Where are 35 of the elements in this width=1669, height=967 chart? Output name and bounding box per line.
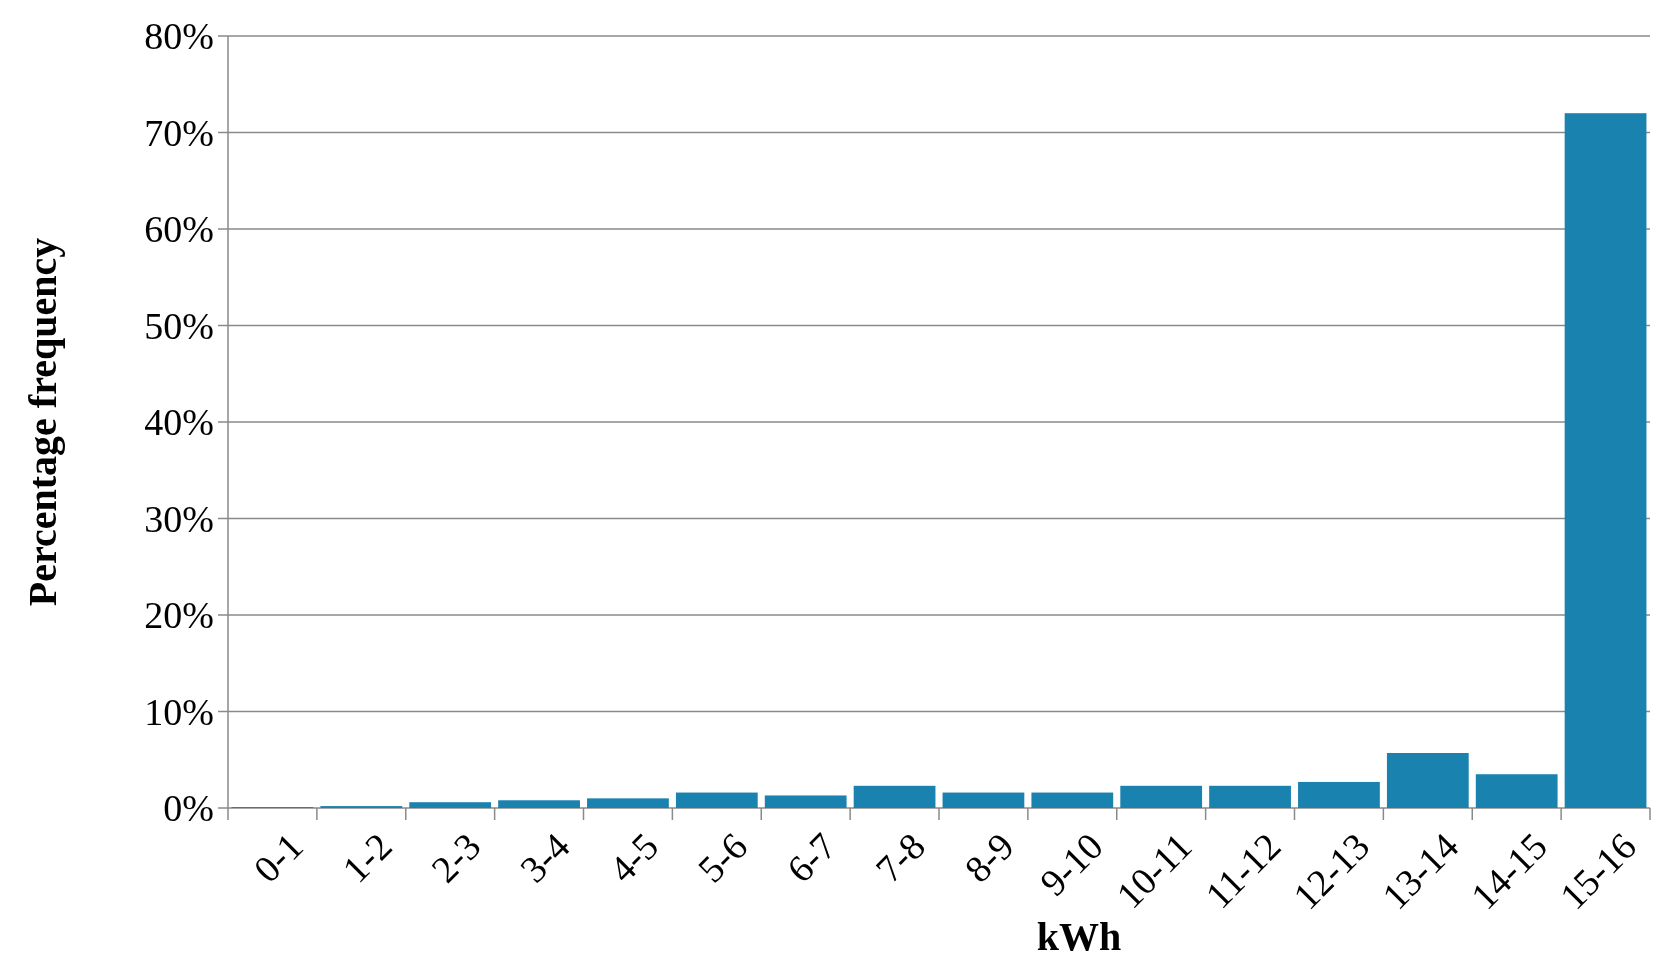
y-tick-label: 80% <box>144 15 214 58</box>
bar <box>1475 774 1558 808</box>
bar <box>1298 781 1380 808</box>
y-axis-title: Percentage frequency <box>20 237 65 607</box>
bar <box>1564 113 1647 808</box>
y-tick-label: 60% <box>144 208 214 251</box>
x-tick-label: 3-4 <box>512 824 578 891</box>
x-tick-label: 4-5 <box>600 824 667 891</box>
bar <box>764 795 847 808</box>
bar <box>587 798 669 808</box>
bar <box>853 785 936 808</box>
y-tick-label: 50% <box>144 304 214 347</box>
x-axis-title: kWh <box>1036 914 1122 959</box>
bar <box>1120 785 1203 808</box>
y-tick-label: 10% <box>144 690 214 733</box>
y-tick-label: 30% <box>144 497 214 540</box>
x-tick-label: 8-9 <box>956 824 1022 891</box>
x-tick-label: 5-6 <box>689 824 756 891</box>
bar <box>1031 792 1114 808</box>
bar <box>675 792 758 808</box>
x-tick-label: 0-1 <box>245 824 311 891</box>
bar <box>1386 753 1469 808</box>
x-tick-label: 9-10 <box>1031 824 1111 904</box>
bar <box>942 792 1025 808</box>
bar <box>409 802 492 808</box>
y-tick-label: 20% <box>144 594 214 637</box>
bar <box>1209 785 1291 808</box>
y-tick-label: 0% <box>163 787 214 830</box>
x-tick-label: 2-3 <box>423 824 489 891</box>
x-tick-label: 1-2 <box>334 824 400 891</box>
y-tick-label: 40% <box>144 401 214 444</box>
bar <box>498 800 580 808</box>
x-tick-label: 6-7 <box>778 824 845 891</box>
x-tick-label: 7-8 <box>867 824 934 891</box>
y-tick-label: 70% <box>144 111 214 154</box>
